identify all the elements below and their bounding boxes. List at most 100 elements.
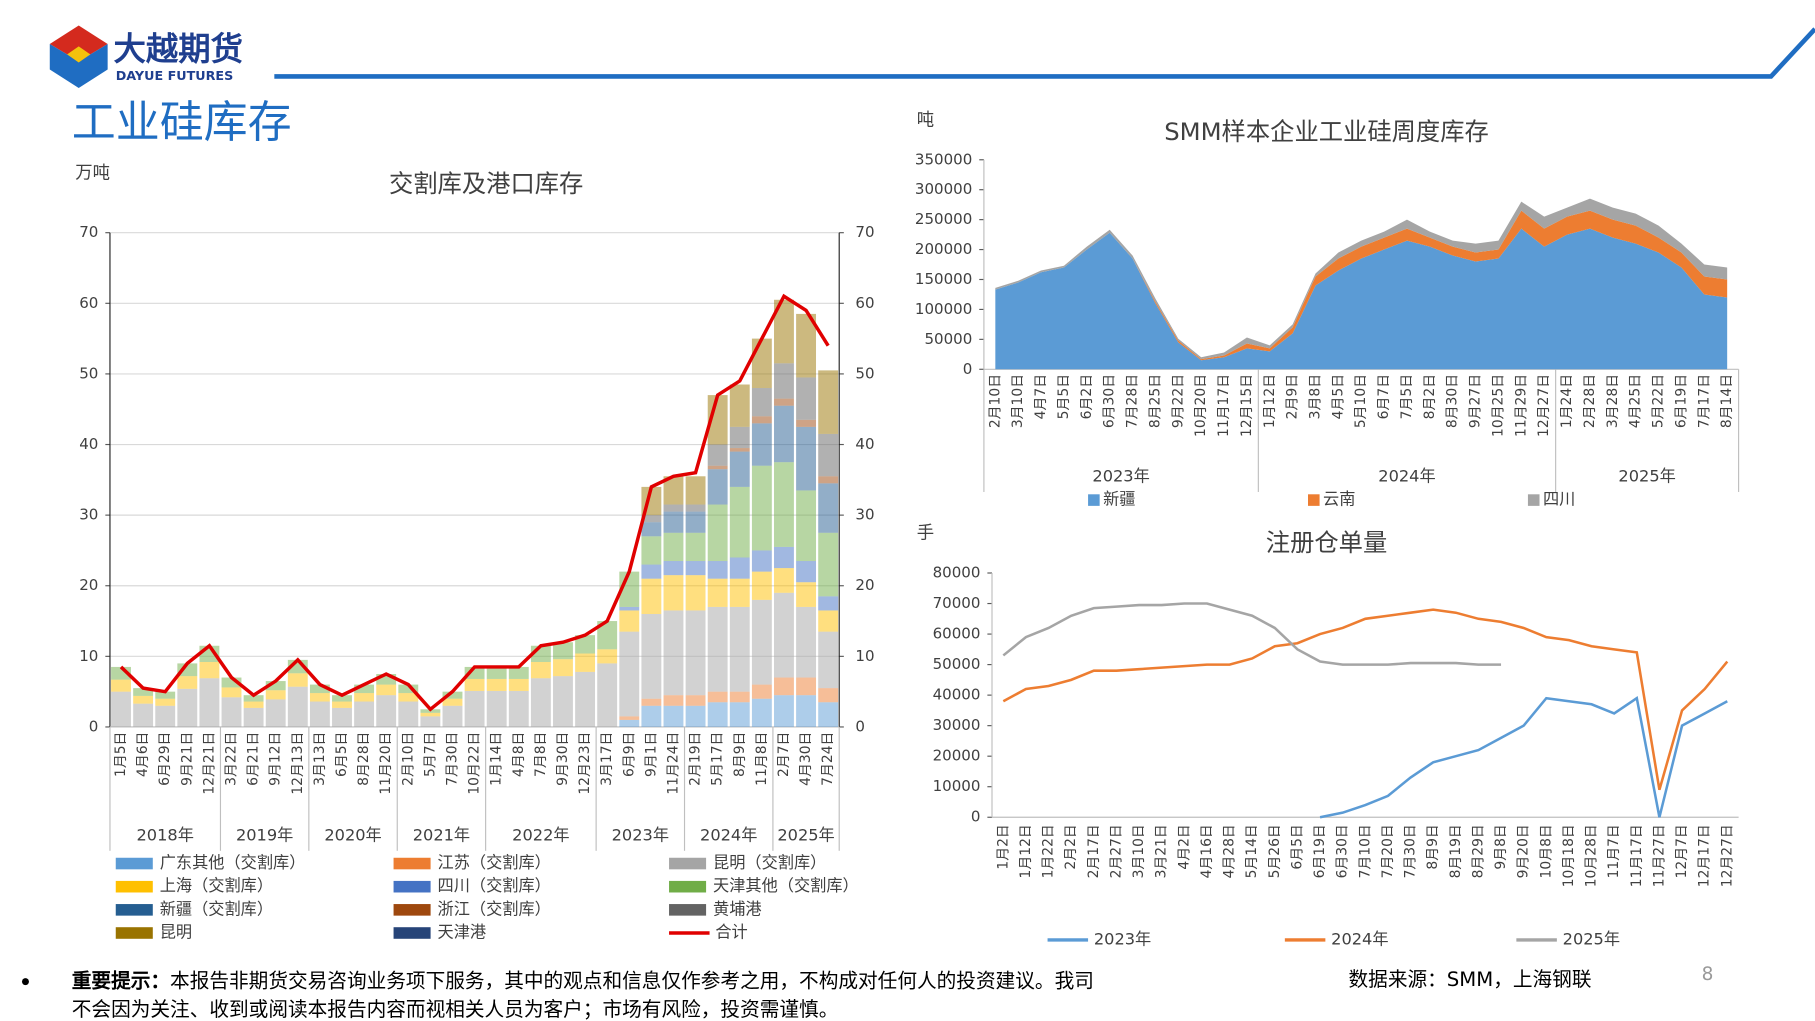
x-tick-label: 4月28日 <box>1222 824 1238 878</box>
x-tick-label: 3月13日 <box>312 732 328 786</box>
y-tick-label: 20000 <box>933 747 981 765</box>
bar-segment <box>707 469 728 505</box>
bullet <box>21 978 29 986</box>
axis-unit: 吨 <box>917 110 934 130</box>
bar-segment <box>685 561 706 576</box>
bar-segment <box>774 546 794 569</box>
bar-segment <box>464 690 485 727</box>
x-tick-label: 5月5日 <box>1056 374 1072 419</box>
group-label: 2022年 <box>512 825 569 844</box>
bar-segment <box>398 693 419 702</box>
bar-segment <box>420 716 441 727</box>
bar-segment <box>751 423 772 466</box>
bar-segment <box>530 678 551 727</box>
legend-label: 2025年 <box>1563 929 1620 948</box>
bar-segment <box>774 592 794 678</box>
bar-segment <box>265 681 286 691</box>
bar-segment <box>619 610 640 632</box>
bar-segment <box>796 419 817 427</box>
source: 数据来源：SMM，上海钢联 <box>1349 968 1592 991</box>
bar-segment <box>796 606 817 678</box>
x-tick-label: 12月17日 <box>1697 824 1713 887</box>
bar-segment <box>575 653 596 672</box>
bar-segment <box>818 532 839 597</box>
bar-segment <box>133 688 154 696</box>
chart-title: 交割库及港口库存 <box>389 169 583 198</box>
x-tick-label: 2月7日 <box>776 732 792 777</box>
x-tick-label: 3月17日 <box>599 732 615 786</box>
bar-segment <box>663 476 684 505</box>
bar-segment <box>796 377 817 420</box>
bar-segment <box>508 678 529 691</box>
legend-swatch <box>115 927 153 939</box>
bar-segment <box>729 578 750 607</box>
x-tick-label: 6月19日 <box>1673 374 1689 428</box>
group-label: 2023年 <box>612 825 669 844</box>
x-tick-label: 4月8日 <box>511 732 527 777</box>
x-tick-label: 2月19日 <box>688 732 704 786</box>
bar-segment <box>332 707 352 727</box>
y2-tick-label: 20 <box>855 576 874 594</box>
bar-segment <box>685 610 706 696</box>
bar-segment <box>464 678 485 691</box>
bar-segment <box>177 676 198 689</box>
legend-swatch <box>669 904 707 916</box>
legend-label: 新疆（交割库） <box>160 899 273 918</box>
legend-swatch <box>115 904 153 916</box>
bar-segment <box>376 695 397 727</box>
x-tick-label: 10月22日 <box>467 732 483 795</box>
legend-label: 黄埔港 <box>713 899 762 918</box>
brand: 大越期货 <box>113 30 243 68</box>
bar-segment <box>243 695 264 702</box>
y-tick-label: 40 <box>79 435 98 453</box>
x-tick-label: 2月9日 <box>1285 374 1301 419</box>
legend-swatch <box>1308 494 1320 506</box>
bar-segment <box>287 673 308 687</box>
bar-segment <box>707 465 728 470</box>
bar-segment <box>221 687 242 698</box>
bar-segment <box>641 698 662 706</box>
y2-tick-label: 40 <box>855 435 874 453</box>
y-tick-label: 80000 <box>933 564 981 582</box>
bar-segment <box>553 659 573 677</box>
bar-segment <box>663 561 684 576</box>
x-tick-label: 3月28日 <box>1605 374 1621 428</box>
bar-segment <box>508 690 529 727</box>
group-label: 2019年 <box>236 825 293 844</box>
bar-segment <box>177 663 198 677</box>
bar-segment <box>818 596 839 611</box>
x-tick-label: 1月12日 <box>1262 374 1278 428</box>
bar-segment <box>597 649 618 664</box>
x-tick-label: 1月14日 <box>489 732 505 786</box>
bar-segment <box>818 702 839 727</box>
logo <box>49 25 108 89</box>
x-tick-label: 12月27日 <box>1719 824 1735 887</box>
x-tick-label: 7月17日 <box>1696 374 1712 428</box>
bar-segment <box>707 504 728 562</box>
x-tick-label: 8月9日 <box>732 732 748 777</box>
bar-segment <box>796 695 817 727</box>
bar-segment <box>221 677 242 688</box>
bar-segment <box>553 676 573 727</box>
x-tick-label: 4月25日 <box>1628 374 1644 428</box>
bar-segment <box>774 677 794 696</box>
bar-segment <box>685 476 706 505</box>
x-tick-label: 6月19日 <box>1312 824 1328 878</box>
bar-segment <box>685 705 706 727</box>
legend-label: 2023年 <box>1094 929 1151 948</box>
x-tick-label: 6月29日 <box>157 732 173 786</box>
x-tick-label: 7月24日 <box>820 732 836 786</box>
x-tick-label: 8月28日 <box>356 732 372 786</box>
bar-segment <box>707 702 728 727</box>
x-tick-label: 2月10日 <box>400 732 416 786</box>
bar-segment <box>641 564 662 579</box>
bar-segment <box>774 363 794 399</box>
legend-swatch <box>669 857 707 870</box>
bar-segment <box>442 698 463 706</box>
x-tick-label: 5月7日 <box>422 732 438 777</box>
bar-segment <box>641 522 662 537</box>
x-tick-label: 5月17日 <box>710 732 726 786</box>
y-tick-label: 60 <box>79 294 98 312</box>
x-tick-label: 8月9日 <box>1425 824 1441 869</box>
